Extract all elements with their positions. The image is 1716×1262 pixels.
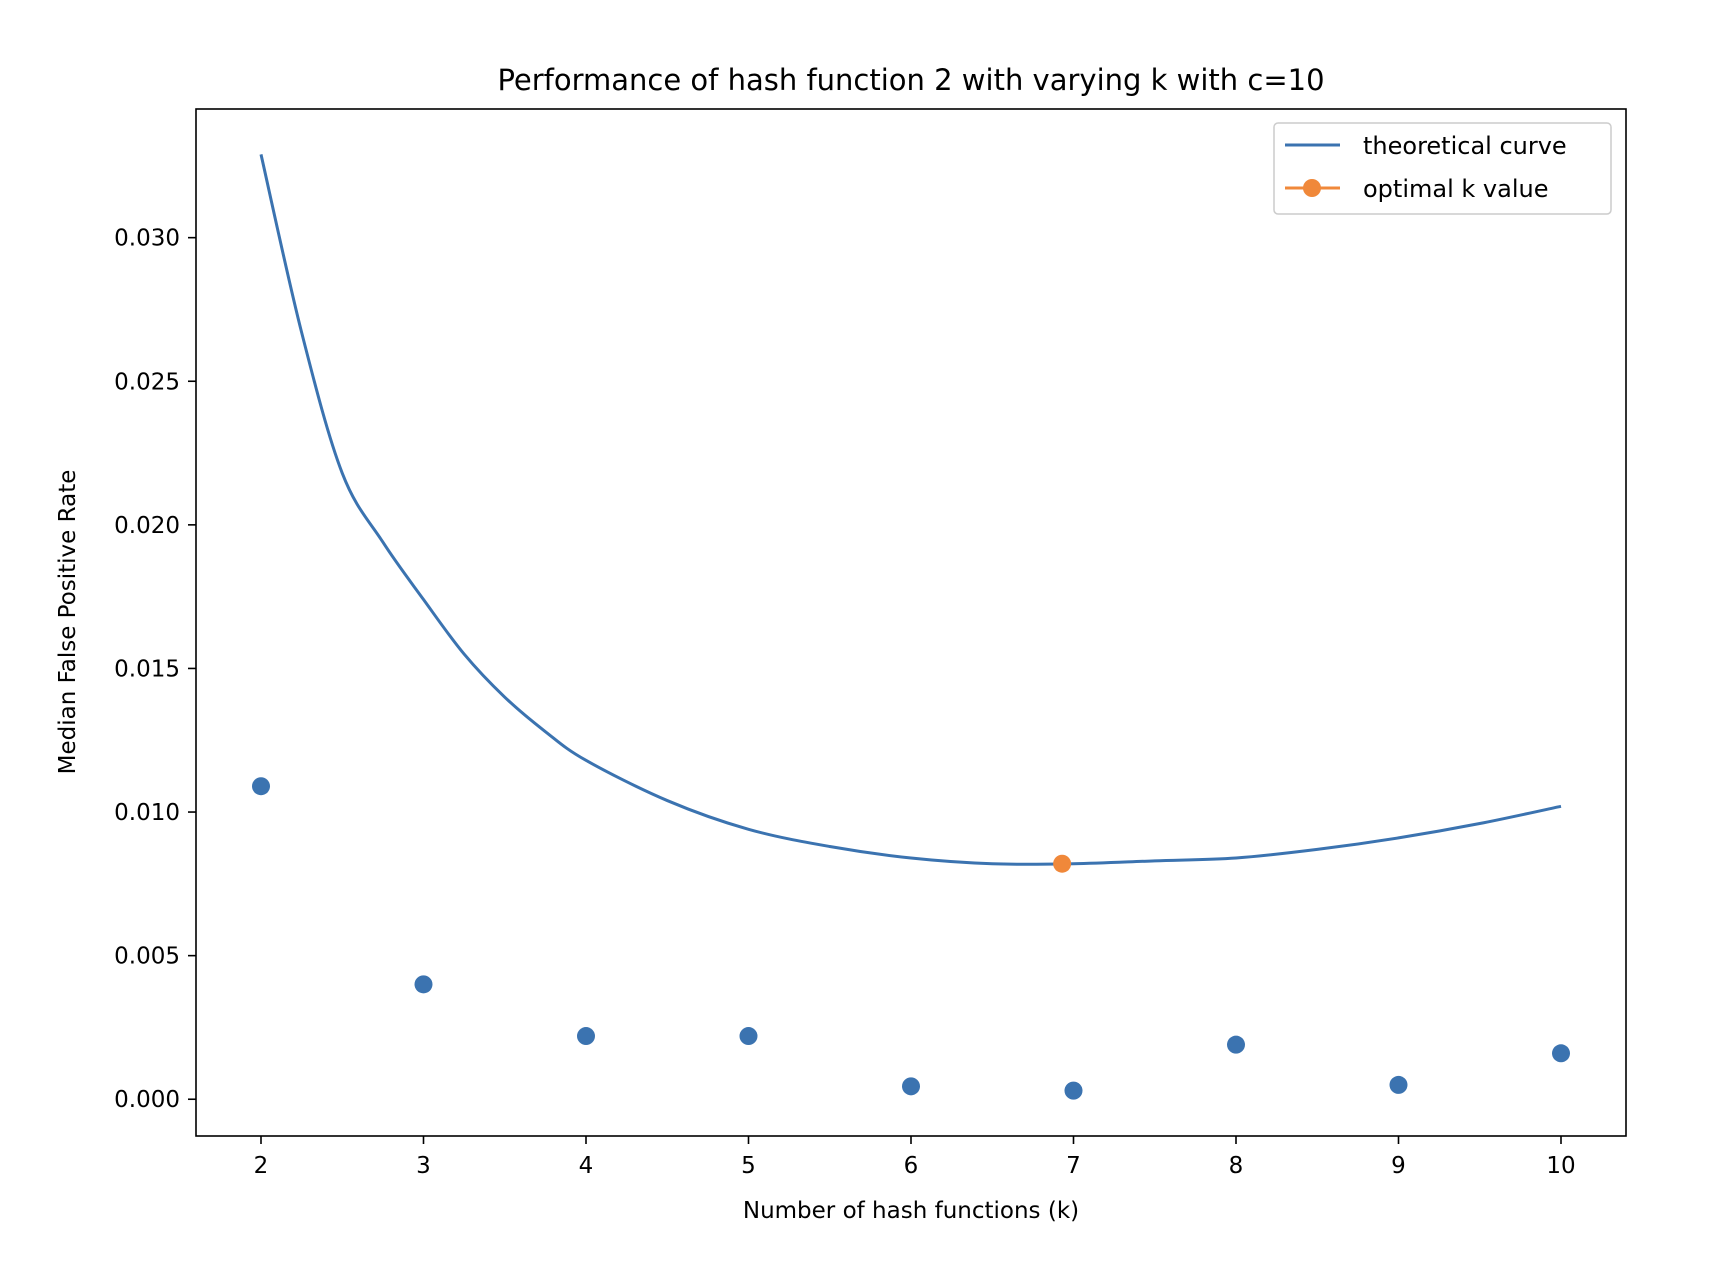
x-tick-label: 7 <box>1066 1153 1081 1179</box>
y-tick-label: 0.020 <box>114 513 180 539</box>
scatter-point <box>739 1027 758 1046</box>
scatter-point <box>577 1027 595 1046</box>
x-tick-label: 3 <box>416 1153 431 1179</box>
scatter-point <box>902 1077 920 1096</box>
x-tick-label: 4 <box>579 1153 594 1179</box>
x-tick-label: 8 <box>1229 1153 1244 1179</box>
x-tick-label: 6 <box>904 1153 919 1179</box>
scatter-point <box>1389 1075 1408 1094</box>
scatter-point <box>1552 1044 1570 1063</box>
y-axis-ticks: 0.000 0.005 0.010 0.015 0.020 0.025 0.030 <box>114 226 196 1113</box>
chart-title: Performance of hash function 2 with vary… <box>497 63 1324 97</box>
y-tick-label: 0.000 <box>114 1087 180 1113</box>
plot-area <box>252 154 1570 1100</box>
x-tick-label: 5 <box>741 1153 756 1179</box>
legend-box <box>1273 122 1612 215</box>
y-tick-label: 0.030 <box>114 226 180 252</box>
legend-label-optimal: optimal k value <box>1363 175 1548 203</box>
x-tick-label: 10 <box>1546 1153 1575 1179</box>
legend-marker-optimal <box>1303 179 1321 197</box>
scatter-point <box>414 975 433 994</box>
legend: theoretical curve optimal k value <box>1273 122 1612 215</box>
x-axis-ticks: 2 3 4 5 6 7 8 9 10 <box>254 1136 1576 1179</box>
y-tick-label: 0.025 <box>114 369 180 395</box>
legend-label-theoretical: theoretical curve <box>1363 132 1567 160</box>
optimal-k-point <box>1053 854 1072 873</box>
scatter-point <box>252 777 270 796</box>
x-tick-label: 9 <box>1391 1153 1406 1179</box>
y-tick-label: 0.005 <box>114 944 180 970</box>
axes-frame <box>195 108 1627 1137</box>
scatter-point <box>1064 1081 1083 1100</box>
x-tick-label: 2 <box>254 1153 269 1179</box>
y-axis-label: Median False Positive Rate <box>55 470 81 775</box>
x-axis-label: Number of hash functions (k) <box>743 1198 1079 1224</box>
scatter-point <box>1227 1035 1245 1054</box>
theoretical-curve-line <box>259 154 1562 866</box>
y-tick-label: 0.015 <box>114 656 180 682</box>
y-tick-label: 0.010 <box>114 800 180 826</box>
